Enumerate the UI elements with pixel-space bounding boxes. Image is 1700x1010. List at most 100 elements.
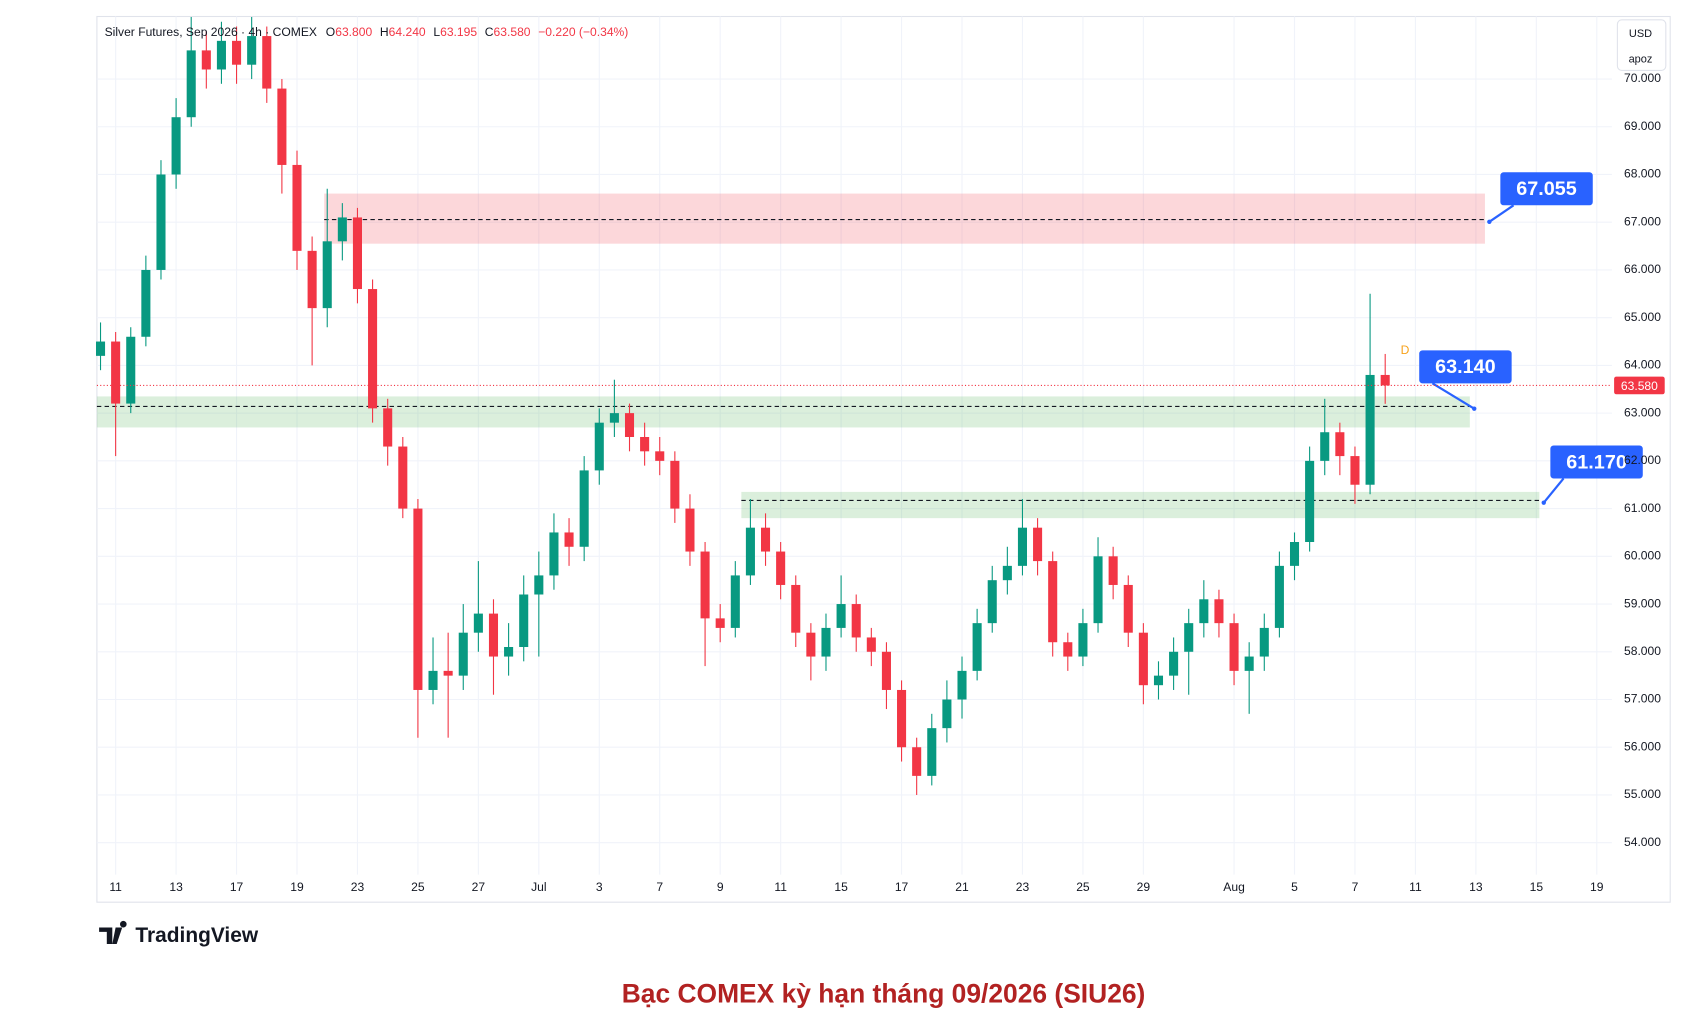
candle-body — [942, 699, 952, 729]
candle-body — [897, 689, 907, 748]
x-tick-label: 27 — [472, 880, 486, 894]
price-tag-label: 63.140 — [1435, 356, 1496, 378]
candle-body — [352, 217, 362, 290]
x-tick-label: 23 — [1016, 880, 1030, 894]
candle-body — [1169, 651, 1179, 676]
x-tick-label: 13 — [169, 880, 183, 894]
candle-body — [322, 241, 332, 309]
y-tick-label: 59.000 — [1624, 596, 1661, 610]
candle-body — [685, 508, 695, 552]
candle-body — [383, 408, 393, 447]
candle-body — [715, 618, 725, 628]
last-price-label: 63.580 — [1621, 379, 1658, 393]
ohlc-value: 63.800 — [335, 25, 372, 39]
scale-mode: apoz — [1629, 53, 1653, 65]
price-tag-label: 61.170 — [1566, 451, 1627, 473]
zone — [741, 491, 1540, 519]
candle-body — [1108, 556, 1118, 585]
tag-pointer — [1431, 382, 1475, 410]
candle-body — [292, 164, 302, 251]
candle-body — [1093, 556, 1103, 624]
candle-body — [519, 594, 529, 648]
candle-body — [1002, 565, 1012, 581]
candle-body — [760, 527, 771, 552]
x-tick-label: 3 — [596, 880, 603, 894]
y-tick-label: 62.000 — [1624, 453, 1661, 467]
candle-body — [972, 623, 982, 671]
y-tick-label: 67.000 — [1624, 214, 1661, 228]
candle-body — [1320, 432, 1330, 461]
candle-body — [171, 117, 181, 175]
candle-body — [957, 670, 967, 700]
tag-anchor — [1472, 406, 1477, 411]
candle-body — [262, 36, 272, 89]
candle-body — [141, 269, 151, 337]
brand-logo: TradingView — [99, 920, 259, 947]
y-tick-label: 57.000 — [1624, 692, 1661, 706]
candle-body — [655, 451, 665, 461]
candle-body — [1184, 623, 1194, 652]
candle-body — [1063, 642, 1073, 657]
candle-body — [549, 532, 559, 576]
candle-body — [1259, 627, 1269, 657]
candle-body — [1244, 656, 1254, 671]
x-tick-label: 17 — [230, 880, 244, 894]
candle-body — [1229, 623, 1239, 671]
dividend-marker: D — [1401, 343, 1410, 357]
x-tick-label: 5 — [1291, 880, 1298, 894]
x-tick-label: 25 — [411, 880, 425, 894]
candle-body — [670, 460, 680, 509]
price-tag — [1419, 350, 1512, 384]
candle-body — [534, 575, 544, 595]
candle-body — [201, 50, 211, 70]
candle-body — [1289, 542, 1300, 566]
ohlc-value: 64.240 — [389, 25, 426, 39]
chart-frame — [96, 15, 1671, 903]
candle-body — [232, 40, 242, 65]
ohlc-value: 63.580 — [494, 25, 531, 39]
candle-body — [1350, 456, 1360, 485]
y-tick-label: 63.000 — [1624, 405, 1661, 419]
tag-anchor — [1487, 219, 1492, 224]
y-tick-label: 66.000 — [1624, 262, 1661, 276]
candle-body — [488, 613, 499, 657]
x-tick-label: 21 — [955, 880, 969, 894]
y-tick-label: 58.000 — [1624, 644, 1661, 658]
candle-body — [851, 604, 861, 638]
axes: 54.000 55.000 56.000 57.000 58.000 59.000 60.0… — [96, 71, 1665, 894]
candle-body — [247, 36, 257, 65]
candle-body — [700, 551, 710, 619]
candle-body — [428, 670, 438, 690]
candle-body — [1153, 675, 1164, 686]
zone — [324, 193, 1485, 244]
candle-body — [791, 584, 801, 633]
y-tick-label: 60.000 — [1624, 549, 1661, 563]
candle-body — [458, 632, 468, 676]
candle-body — [927, 728, 937, 776]
y-tick-label: 61.000 — [1624, 501, 1661, 515]
candle-body — [564, 532, 574, 547]
candle-body — [987, 580, 997, 624]
x-tick-label: 13 — [1469, 880, 1483, 894]
x-tick-label: 19 — [1590, 880, 1604, 894]
candle-body — [1365, 374, 1375, 485]
candles — [95, 16, 1390, 795]
y-tick-label: 65.000 — [1624, 310, 1661, 324]
candle-body — [776, 551, 786, 585]
ohlc-key: O — [326, 25, 335, 39]
price-tag — [1550, 445, 1643, 479]
x-tick-label: 19 — [290, 880, 304, 894]
x-tick-label: 23 — [351, 880, 365, 894]
candle-body — [806, 632, 816, 657]
candle-body — [368, 289, 378, 409]
x-tick-label: 11 — [1409, 880, 1422, 894]
x-tick-label: 11 — [774, 880, 787, 894]
ohlc-key: C — [485, 25, 494, 39]
y-tick-label: 64.000 — [1624, 358, 1661, 372]
candle-body — [95, 341, 106, 356]
zone — [96, 396, 1470, 428]
y-tick-label: 54.000 — [1624, 835, 1661, 849]
candle-body — [1017, 527, 1027, 566]
x-tick-label: 15 — [834, 880, 848, 894]
